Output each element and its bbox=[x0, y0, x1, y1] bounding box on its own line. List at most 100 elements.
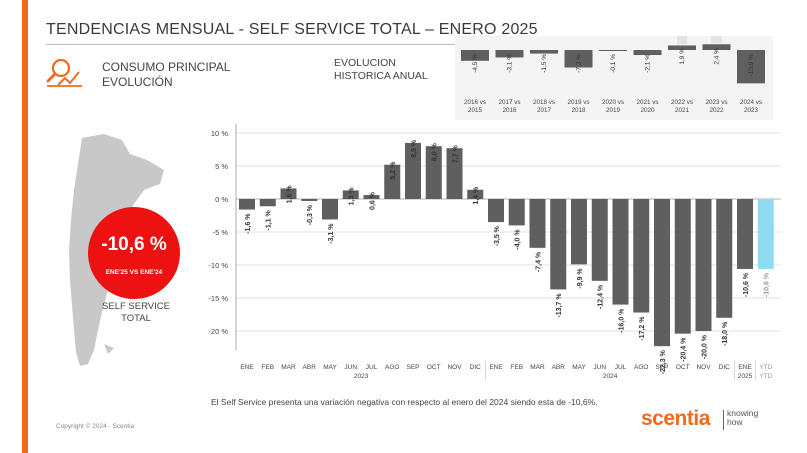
month-tick-label: DIC bbox=[719, 364, 731, 371]
month-tick-label: AGO bbox=[385, 364, 399, 371]
data-label: -7,4 % bbox=[536, 251, 543, 272]
historic-bar bbox=[564, 50, 593, 68]
month-bar bbox=[612, 199, 629, 305]
historic-category-label: 2023 vs bbox=[705, 99, 727, 106]
data-label: -9,9 % bbox=[577, 268, 584, 289]
data-label: -16,0 % bbox=[619, 308, 626, 333]
y-tick-label: -10 % bbox=[208, 261, 228, 270]
channel-label: SELF SERVICE TOTAL bbox=[86, 301, 186, 325]
data-label: -12,4 % bbox=[598, 284, 605, 309]
section-title-line2: EVOLUCIÓN bbox=[102, 75, 173, 89]
historic-label-background bbox=[677, 36, 687, 45]
month-tick-label: ENE bbox=[240, 364, 254, 371]
month-bar bbox=[301, 199, 318, 201]
historic-data-label: 1,9 % bbox=[679, 48, 686, 65]
month-tick-label: AGO bbox=[634, 364, 648, 371]
data-label: 5,2 % bbox=[390, 161, 397, 180]
month-tick-label: FEB bbox=[261, 364, 274, 371]
historic-category-label: 2015 bbox=[468, 107, 483, 114]
historic-bar bbox=[668, 45, 696, 50]
data-label: 1,4 % bbox=[473, 186, 480, 205]
month-bar bbox=[280, 188, 297, 199]
historic-category-label: 2019 vs bbox=[567, 99, 589, 106]
month-bar bbox=[342, 190, 359, 199]
historic-data-label: -7,3 % bbox=[576, 54, 583, 73]
section-title-line1: CONSUMO PRINCIPAL bbox=[102, 60, 231, 74]
data-label: -3,5 % bbox=[494, 225, 501, 246]
historic-category-label: 2017 vs bbox=[498, 99, 520, 106]
historic-data-label: -0,1 % bbox=[610, 54, 617, 73]
month-bar bbox=[674, 199, 691, 334]
historic-category-label: 2023 bbox=[744, 107, 759, 114]
month-bar bbox=[488, 199, 504, 223]
month-bar bbox=[446, 148, 463, 199]
month-tick-label: ABR bbox=[303, 364, 317, 371]
ytd-bar bbox=[757, 199, 774, 269]
historic-category-label: 2017 bbox=[537, 107, 552, 114]
year-group-label: 2023 bbox=[354, 373, 369, 380]
historic-category-label: 2021 vs bbox=[636, 99, 658, 106]
historic-category-label: 2018 bbox=[571, 107, 586, 114]
month-bar bbox=[571, 199, 587, 265]
data-label: -13,7 % bbox=[556, 293, 563, 318]
data-label: -1,1 % bbox=[266, 209, 273, 230]
historic-category-label: 2024 vs bbox=[740, 99, 762, 106]
month-tick-label: MAR bbox=[281, 364, 296, 371]
month-bar bbox=[654, 199, 670, 347]
month-bar bbox=[737, 199, 753, 269]
month-bar bbox=[239, 199, 255, 210]
data-label: 8,0 % bbox=[432, 142, 439, 161]
data-label: 8,5 % bbox=[411, 139, 418, 158]
data-label: 1,6 % bbox=[287, 185, 294, 204]
month-tick-label: ENE bbox=[489, 364, 503, 371]
brand-tagline-line1: knowing bbox=[727, 408, 759, 418]
y-tick-label: -5 % bbox=[213, 228, 229, 237]
data-label: -10,6 % bbox=[764, 272, 771, 297]
badge-subtitle: ENE'25 VS ENE'24 bbox=[105, 269, 163, 276]
badge-value: -10,6 % bbox=[101, 234, 167, 255]
data-label: -0,3 % bbox=[307, 204, 314, 225]
month-tick-label: MAY bbox=[572, 364, 586, 371]
month-bar bbox=[508, 199, 525, 226]
historic-bar bbox=[495, 50, 524, 58]
month-bar bbox=[591, 199, 608, 281]
historic-category-label: 2016 vs bbox=[464, 99, 486, 106]
y-tick-label: -20 % bbox=[208, 327, 228, 336]
historic-category-label: 2022 bbox=[709, 107, 724, 114]
month-tick-label: JUL bbox=[366, 364, 378, 371]
historic-bar bbox=[737, 50, 765, 84]
month-bar bbox=[363, 195, 380, 199]
data-label: -3,1 % bbox=[328, 223, 335, 244]
data-label: 1,3 % bbox=[349, 187, 356, 206]
y-tick-label: 5 % bbox=[215, 162, 228, 171]
month-bar bbox=[467, 189, 484, 199]
historic-title-line1: EVOLUCION bbox=[334, 57, 396, 69]
historic-bar bbox=[702, 44, 731, 50]
year-group-label: 2025 bbox=[738, 373, 753, 380]
historic-bar bbox=[461, 50, 489, 61]
month-tick-label: NOV bbox=[447, 364, 462, 371]
historic-label-background bbox=[711, 36, 722, 44]
footnote: El Self Service presenta una variación n… bbox=[211, 397, 598, 407]
data-label: 7,7 % bbox=[453, 144, 460, 163]
month-bar bbox=[716, 199, 733, 318]
argentina-map bbox=[69, 134, 164, 366]
year-group-label: 2024 bbox=[603, 373, 618, 380]
historic-data-label: 2,4 % bbox=[714, 48, 721, 65]
historic-category-label: 2022 vs bbox=[671, 99, 693, 106]
title-divider bbox=[46, 44, 461, 45]
data-label: 0,6 % bbox=[370, 191, 377, 210]
historic-category-label: 2019 bbox=[606, 107, 621, 114]
channel-label-line2: TOTAL bbox=[121, 313, 151, 324]
brand-tagline-line2: how bbox=[727, 417, 743, 427]
month-tick-label: OCT bbox=[427, 364, 441, 371]
month-bar bbox=[384, 164, 401, 199]
month-bar bbox=[633, 199, 650, 313]
historic-bar bbox=[530, 50, 558, 54]
data-label: -20,0 % bbox=[702, 334, 709, 359]
month-bar bbox=[529, 199, 546, 248]
month-tick-label: FEB bbox=[510, 364, 523, 371]
page-title: TENDENCIAS MENSUAL - SELF SERVICE TOTAL … bbox=[46, 21, 538, 38]
y-tick-label: -15 % bbox=[208, 294, 228, 303]
